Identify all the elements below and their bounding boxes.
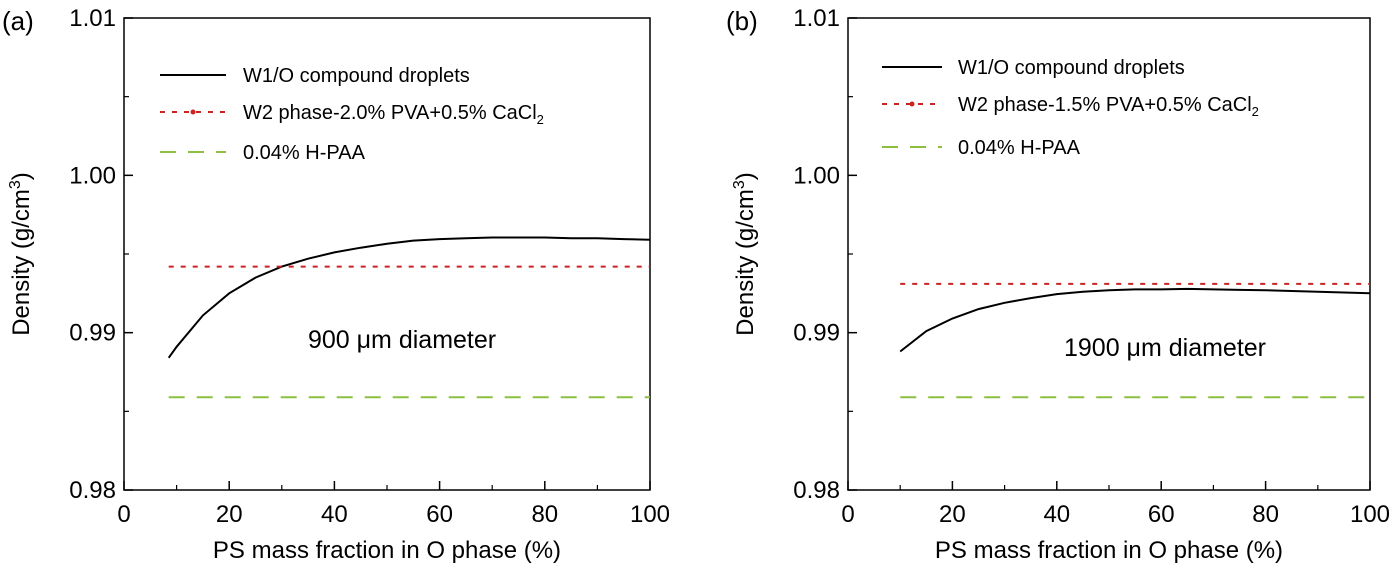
panel-label: (b) [726, 6, 758, 36]
diameter-annotation: 1900 μm diameter [1064, 334, 1266, 362]
chart-panel-a: 0 20 40 60 80 100 0.98 0.99 1.00 1.01 PS mass frac… [2, 5, 670, 564]
series-line-solid [167, 236, 651, 359]
x-tick-label: 100 [630, 501, 670, 528]
x-tick-label: 60 [1148, 501, 1175, 528]
legend-entry-name: 0.04% H-PAA [958, 137, 1081, 159]
plot-frame [123, 17, 651, 491]
legend-entry: W2 phase-2.0% PVA+0.5% CaCl2 [243, 102, 544, 127]
x-tick-label: 80 [1252, 501, 1279, 528]
y-axis-label: Density (g/cm3) [731, 172, 759, 336]
plot-frame [847, 17, 1371, 491]
y-tick-label: 0.98 [69, 477, 116, 504]
y-axis-label-end: ) [8, 172, 35, 180]
x-tick-label: 20 [939, 501, 966, 528]
x-tick-label: 20 [216, 501, 243, 528]
chart-panel-b: 0 20 40 60 80 100 0.98 0.99 1.00 1.01 PS mass frac… [726, 5, 1390, 564]
x-tick-label: 40 [1043, 501, 1070, 528]
y-axis-label-main: Density (g/cm [8, 189, 35, 336]
legend-entry: W1/O compound droplets [958, 57, 1185, 79]
y-tick-label: 0.99 [69, 320, 116, 347]
y-axis-label-main: Density (g/cm [732, 189, 759, 336]
x-tick-label: 60 [426, 501, 453, 528]
x-tick-label: 0 [841, 501, 854, 528]
legend-entry-name: W1/O compound droplets [958, 57, 1185, 79]
y-tick-label: 1.00 [69, 162, 116, 189]
diameter-annotation: 900 μm diameter [308, 326, 496, 354]
y-tick-label: 0.99 [793, 320, 840, 347]
y-axis-label-superscript: 3 [7, 180, 24, 189]
y-tick-label: 0.98 [793, 477, 840, 504]
legend-entry: W1/O compound droplets [243, 65, 470, 87]
x-tick-label: 80 [531, 501, 558, 528]
series-line-solid [899, 287, 1371, 353]
panel-label: (a) [2, 6, 34, 36]
y-tick-label: 1.01 [69, 5, 116, 32]
x-tick-label: 100 [1350, 501, 1390, 528]
y-tick-label: 1.01 [793, 5, 840, 32]
legend-entry-name: W1/O compound droplets [243, 65, 470, 87]
x-tick-label: 0 [117, 501, 130, 528]
y-tick-label: 1.00 [793, 162, 840, 189]
legend-entry-name: 0.04% H-PAA [243, 142, 366, 164]
x-axis-label: PS mass fraction in O phase (%) [213, 537, 561, 564]
y-axis-label-superscript: 3 [731, 180, 748, 189]
legend-entry-subscript: 2 [537, 112, 544, 127]
x-axis-label: PS mass fraction in O phase (%) [935, 537, 1283, 564]
legend-entry-subscript: 2 [1252, 104, 1259, 119]
legend-marker [909, 101, 915, 107]
legend-entry: W2 phase-1.5% PVA+0.5% CaCl2 [958, 94, 1259, 119]
legend-entry-name: W2 phase-2.0% PVA+0.5% CaCl [243, 102, 537, 124]
y-axis-label: Density (g/cm3) [7, 172, 35, 336]
x-tick-label: 40 [321, 501, 348, 528]
legend-entry: 0.04% H-PAA [243, 142, 366, 164]
legend-entry-name: W2 phase-1.5% PVA+0.5% CaCl [958, 94, 1252, 116]
y-axis-label-end: ) [732, 172, 759, 180]
legend-entry: 0.04% H-PAA [958, 137, 1081, 159]
legend-marker [190, 109, 196, 115]
